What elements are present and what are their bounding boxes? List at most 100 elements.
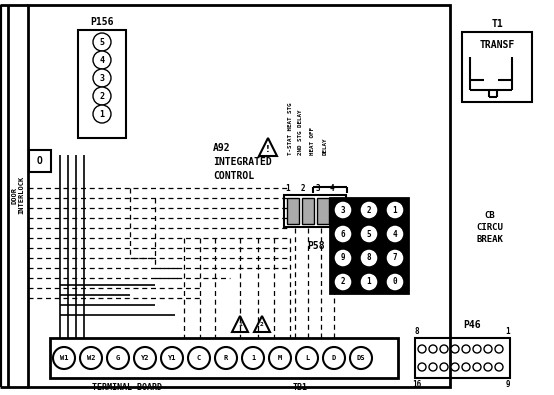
Text: D: D	[332, 355, 336, 361]
Bar	[317, 198, 329, 224]
Text: DOOR
INTERLOCK: DOOR INTERLOCK	[12, 176, 24, 214]
Circle shape	[242, 347, 264, 369]
Text: DELAY: DELAY	[323, 137, 328, 155]
Text: G: G	[116, 355, 120, 361]
Circle shape	[93, 51, 111, 69]
Text: 2ND STG DELAY: 2ND STG DELAY	[298, 109, 303, 155]
Circle shape	[188, 347, 210, 369]
Text: TERMINAL BOARD: TERMINAL BOARD	[91, 383, 162, 392]
Text: L: L	[305, 355, 309, 361]
Text: C: C	[197, 355, 201, 361]
Text: CB: CB	[485, 211, 495, 220]
Circle shape	[462, 345, 470, 353]
Text: TRANSF: TRANSF	[479, 40, 515, 50]
Text: T1: T1	[491, 19, 503, 29]
Text: 1: 1	[393, 205, 397, 214]
Text: P156: P156	[90, 17, 114, 27]
Circle shape	[495, 363, 503, 371]
Circle shape	[440, 363, 448, 371]
Text: 1: 1	[238, 322, 242, 327]
Circle shape	[296, 347, 318, 369]
Text: 2: 2	[260, 322, 264, 327]
Circle shape	[386, 273, 404, 291]
Circle shape	[473, 363, 481, 371]
Text: 1: 1	[286, 184, 290, 193]
Text: W2: W2	[87, 355, 95, 361]
Circle shape	[495, 345, 503, 353]
Text: 5: 5	[367, 229, 371, 239]
Text: 3: 3	[341, 205, 345, 214]
Text: DS: DS	[357, 355, 365, 361]
Circle shape	[360, 249, 378, 267]
Text: 7: 7	[393, 254, 397, 263]
Circle shape	[53, 347, 75, 369]
Text: 9: 9	[341, 254, 345, 263]
Text: 8: 8	[367, 254, 371, 263]
Circle shape	[107, 347, 129, 369]
Text: 6: 6	[341, 229, 345, 239]
Circle shape	[134, 347, 156, 369]
Bar	[332, 198, 344, 224]
Text: 2: 2	[301, 184, 305, 193]
Text: Y2: Y2	[141, 355, 149, 361]
Circle shape	[334, 249, 352, 267]
Bar	[28, 5, 450, 387]
Text: INTEGRATED: INTEGRATED	[213, 157, 272, 167]
Circle shape	[323, 347, 345, 369]
Bar	[302, 198, 314, 224]
Bar	[462, 32, 532, 102]
Circle shape	[360, 201, 378, 219]
Text: 9: 9	[506, 380, 510, 389]
Circle shape	[484, 345, 492, 353]
Text: TB1: TB1	[293, 383, 308, 392]
Text: 16: 16	[412, 380, 422, 389]
Circle shape	[386, 249, 404, 267]
Circle shape	[215, 347, 237, 369]
Text: W1: W1	[60, 355, 68, 361]
Text: 0: 0	[393, 278, 397, 286]
Text: A92: A92	[213, 143, 230, 153]
Circle shape	[350, 347, 372, 369]
Circle shape	[80, 347, 102, 369]
Circle shape	[334, 225, 352, 243]
Circle shape	[360, 225, 378, 243]
Text: 1: 1	[100, 109, 105, 118]
Circle shape	[429, 345, 437, 353]
Circle shape	[386, 201, 404, 219]
Circle shape	[418, 363, 426, 371]
Circle shape	[93, 33, 111, 51]
Text: CIRCU: CIRCU	[476, 222, 504, 231]
Text: 2: 2	[100, 92, 105, 100]
Text: 8: 8	[415, 327, 419, 336]
Text: 4: 4	[100, 56, 105, 64]
Circle shape	[418, 345, 426, 353]
Circle shape	[484, 363, 492, 371]
Circle shape	[161, 347, 183, 369]
Bar	[50, 338, 398, 378]
Text: 1: 1	[251, 355, 255, 361]
Text: T-STAT HEAT STG: T-STAT HEAT STG	[288, 102, 293, 155]
Bar	[287, 198, 299, 224]
Circle shape	[334, 201, 352, 219]
Circle shape	[462, 363, 470, 371]
Text: 1: 1	[367, 278, 371, 286]
Text: 2: 2	[367, 205, 371, 214]
Bar	[330, 198, 408, 293]
Text: M: M	[278, 355, 282, 361]
Text: 2: 2	[341, 278, 345, 286]
Text: 4: 4	[393, 229, 397, 239]
Circle shape	[429, 363, 437, 371]
Circle shape	[451, 363, 459, 371]
Circle shape	[386, 225, 404, 243]
Text: 3: 3	[100, 73, 105, 83]
Circle shape	[93, 69, 111, 87]
Text: BREAK: BREAK	[476, 235, 504, 243]
Circle shape	[93, 87, 111, 105]
Text: CONTROL: CONTROL	[213, 171, 254, 181]
Bar	[29, 150, 51, 172]
Text: 4: 4	[330, 184, 334, 193]
Circle shape	[269, 347, 291, 369]
Circle shape	[93, 105, 111, 123]
Circle shape	[473, 345, 481, 353]
Text: R: R	[224, 355, 228, 361]
